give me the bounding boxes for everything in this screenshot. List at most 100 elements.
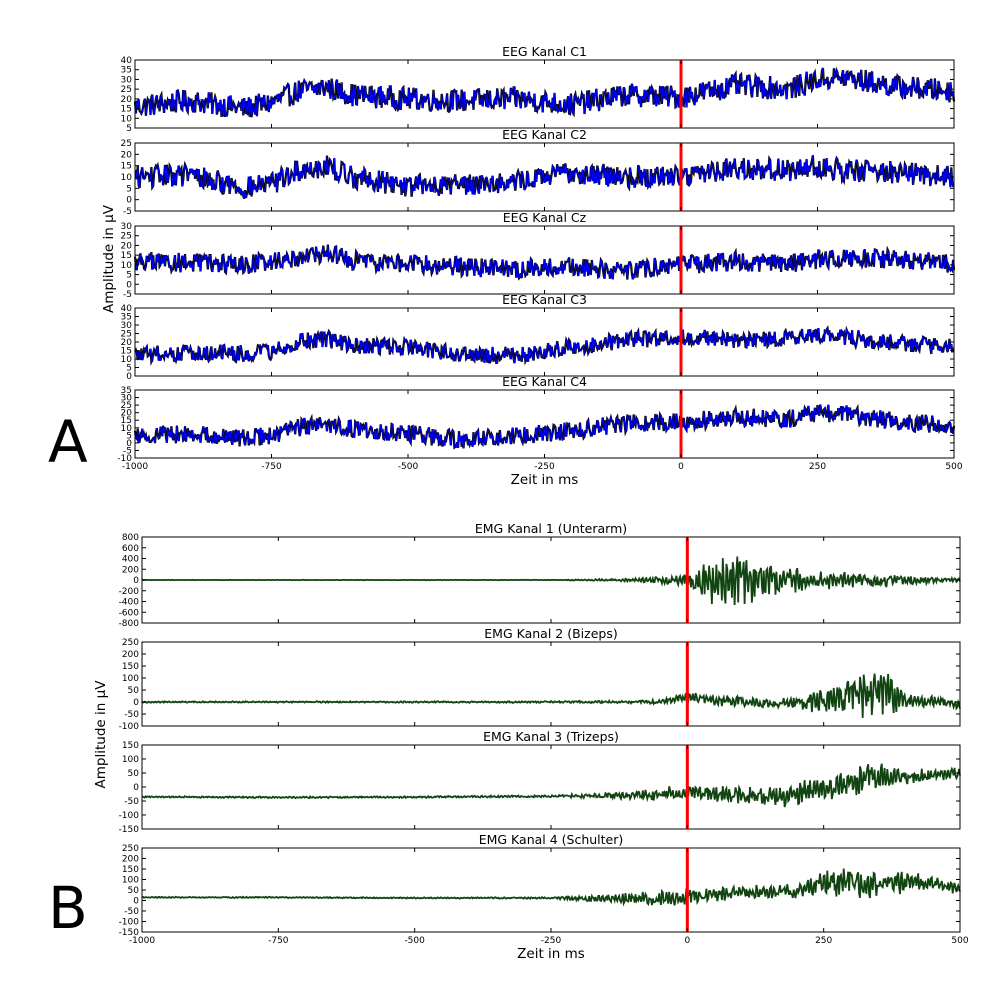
y-tick-label: -5	[123, 446, 132, 456]
y-tick-label: 20	[121, 241, 133, 251]
panel-title: EEG Kanal C3	[502, 292, 587, 307]
y-tick-label: 5	[126, 364, 132, 374]
y-tick-label: 5	[126, 431, 132, 441]
y-tick-label: 10	[121, 173, 133, 183]
y-tick-label: 0	[133, 783, 139, 793]
y-tick-label: 100	[122, 674, 139, 684]
y-tick-label: 0	[126, 372, 132, 382]
y-tick-label: 25	[121, 139, 132, 149]
y-tick-label: 5	[126, 184, 132, 194]
x-tick-label: 250	[815, 936, 832, 946]
y-tick-label: 150	[122, 662, 139, 672]
panel-1: EMG Kanal 1 (Unterarm) -800-600-400-20002…	[119, 521, 961, 629]
y-tick-label: 30	[121, 222, 133, 232]
panel-title: EEG Kanal C2	[502, 127, 587, 142]
y-tick-label: 10	[121, 261, 133, 271]
y-tick-label: 30	[121, 321, 133, 331]
y-tick-label: 35	[121, 66, 132, 76]
y-tick-label: -5	[123, 207, 132, 217]
x-tick-label: -750	[261, 462, 282, 472]
y-tick-label: 10	[121, 114, 133, 124]
y-tick-label: 100	[122, 755, 139, 765]
y-tick-label: 25	[121, 401, 132, 411]
signal-trace	[134, 404, 955, 449]
axes-frame	[141, 641, 961, 727]
y-tick-label: 200	[122, 565, 139, 575]
y-tick-label: 0	[126, 439, 132, 449]
y-tick-label: 0	[133, 698, 139, 708]
y-tick-label: -100	[119, 918, 140, 928]
y-tick-label: 15	[121, 162, 132, 172]
y-tick-label: 10	[121, 355, 133, 365]
panel-title: EMG Kanal 2 (Bizeps)	[484, 626, 617, 641]
panel-title: EMG Kanal 3 (Trizeps)	[483, 729, 619, 744]
panel-3: EMG Kanal 3 (Trizeps) -150 -100 -50 0 50 100 15…	[119, 729, 961, 835]
signal-trace	[141, 868, 961, 907]
x-tick-label: -500	[404, 936, 425, 946]
y-tick-label: 20	[121, 409, 133, 419]
y-tick-label: -50	[124, 907, 139, 917]
y-tick-label: 15	[121, 105, 132, 115]
signal-trace-outline	[134, 154, 955, 199]
y-tick-label: 25	[121, 85, 132, 95]
panel-title: EMG Kanal 1 (Unterarm)	[475, 521, 627, 536]
y-tick-label: -150	[119, 928, 140, 938]
y-tick-label: 25	[121, 330, 132, 340]
y-axis-label: Amplitude in μV	[101, 204, 117, 313]
axes-frame	[134, 389, 955, 459]
y-tick-label: -50	[124, 710, 139, 720]
y-tick-label: 35	[121, 313, 132, 323]
y-tick-label: 400	[122, 555, 139, 565]
y-tick-label: -100	[119, 722, 140, 732]
y-tick-label: 150	[122, 741, 139, 751]
y-tick-label: 20	[121, 95, 133, 105]
y-tick-label: 50	[128, 686, 140, 696]
panel-title: EMG Kanal 4 (Schulter)	[479, 832, 624, 847]
y-tick-label: -150	[119, 825, 140, 835]
x-tick-label: -500	[398, 462, 419, 472]
axes-frame	[134, 307, 955, 377]
y-tick-label: 250	[122, 638, 139, 648]
y-tick-label: 15	[121, 416, 132, 426]
y-tick-label: -600	[119, 608, 140, 618]
x-tick-label: -250	[534, 462, 555, 472]
y-tick-label: 15	[121, 347, 132, 357]
x-tick-label: 0	[678, 462, 684, 472]
y-tick-label: 40	[121, 304, 133, 314]
y-tick-label: -50	[124, 797, 139, 807]
panel-2: EMG Kanal 2 (Bizeps) -100 -50 0 50 100 150 200 2…	[119, 626, 961, 732]
y-tick-label: 25	[121, 232, 132, 242]
x-tick-label: 500	[945, 462, 962, 472]
x-tick-label: 0	[684, 936, 690, 946]
x-axis-label: Zeit in ms	[517, 946, 585, 962]
y-tick-label: 250	[122, 844, 139, 854]
signal-trace	[134, 67, 955, 118]
y-tick-label: 50	[128, 769, 140, 779]
y-tick-label: 0	[133, 897, 139, 907]
y-tick-label: -10	[117, 454, 132, 464]
figure-b-emg: EMG Kanal 1 (Unterarm)-800-600-400-20002…	[48, 521, 969, 962]
signal-trace	[141, 763, 961, 808]
y-tick-label: -400	[119, 598, 140, 608]
y-tick-label: 0	[133, 576, 139, 586]
figure-letter: A	[48, 408, 88, 476]
y-tick-label: 100	[122, 876, 139, 886]
y-tick-label: -5	[123, 290, 132, 300]
signal-trace	[134, 244, 955, 280]
x-tick-label: -1000	[129, 936, 155, 946]
signal-trace	[134, 326, 955, 364]
y-tick-label: 10	[121, 424, 133, 434]
y-tick-label: 800	[122, 533, 139, 543]
y-tick-label: 30	[121, 75, 133, 85]
signal-trace	[142, 556, 961, 606]
x-axis-label: Zeit in ms	[511, 472, 579, 488]
y-tick-label: -200	[119, 587, 140, 597]
y-tick-label: -800	[119, 619, 140, 629]
panel-title: EEG Kanal C4	[502, 374, 587, 389]
figure-letter: B	[48, 874, 88, 942]
